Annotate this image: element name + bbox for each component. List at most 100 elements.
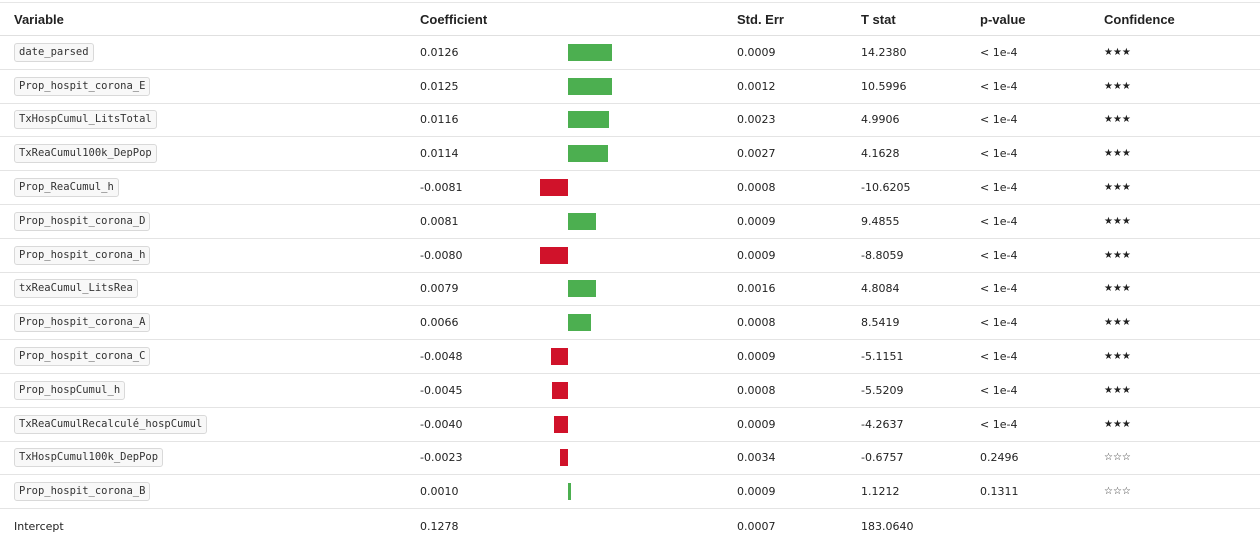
coefficient-value: 0.0116 (420, 113, 459, 127)
coefficient-bar (568, 43, 612, 61)
std-err-value: 0.0012 (737, 79, 776, 93)
coefficient-table: Variable Coefficient Std. Err T stat p-v… (0, 2, 1260, 543)
variable-name: Prop_hospit_corona_A (14, 313, 151, 333)
t-stat-value: 1.1212 (861, 485, 900, 499)
confidence-stars: ★★★ (1104, 182, 1131, 194)
coefficient-bar (539, 179, 568, 197)
intercept-t-stat: 183.0640 (861, 519, 914, 533)
variable-name: TxHospCumul100k_DepPop (14, 448, 164, 468)
t-stat-value: 10.5996 (861, 79, 907, 93)
t-stat-value: -8.8059 (861, 248, 904, 262)
std-err-value: 0.0009 (737, 45, 776, 59)
coefficient-bar (568, 111, 609, 129)
variable-name: Prop_hospit_corona_C (14, 347, 151, 367)
p-value: < 1e-4 (980, 417, 1018, 431)
variable-name: TxReaCumul100k_DepPop (14, 144, 157, 164)
p-value: < 1e-4 (980, 383, 1018, 397)
std-err-value: 0.0008 (737, 316, 776, 330)
t-stat-value: 9.4855 (861, 214, 900, 228)
std-err-value: 0.0023 (737, 113, 776, 127)
coefficient-bar (568, 483, 572, 501)
table-row: TxHospCumul_LitsTotal 0.0116 0.0023 4.9906 <… (0, 104, 1260, 138)
t-stat-value: -0.6757 (861, 451, 904, 465)
table-row: TxReaCumul100k_DepPop 0.0114 0.0027 4.1628 <… (0, 137, 1260, 172)
std-err-value: 0.0016 (737, 282, 776, 296)
header-t-stat[interactable]: T stat (861, 11, 896, 27)
header-coefficient[interactable]: Coefficient (420, 11, 488, 27)
coefficient-bar (568, 280, 596, 298)
coefficient-bar-cell (530, 306, 610, 339)
header-std-err[interactable]: Std. Err (737, 11, 784, 27)
t-stat-value: -4.2637 (861, 417, 904, 431)
t-stat-value: -5.5209 (861, 383, 904, 397)
p-value: < 1e-4 (980, 316, 1018, 330)
coefficient-bar-cell (530, 137, 610, 170)
coefficient-bar-cell (530, 340, 610, 373)
t-stat-value: 8.5419 (861, 316, 900, 330)
t-stat-value: -10.6205 (861, 181, 911, 195)
coefficient-bar (540, 246, 568, 264)
confidence-stars: ★★★ (1104, 384, 1131, 396)
coefficient-value: -0.0023 (420, 451, 463, 465)
confidence-stars: ★★★ (1104, 114, 1131, 126)
p-value: < 1e-4 (980, 248, 1018, 262)
coefficient-value: 0.0079 (420, 282, 459, 296)
coefficient-bar-cell (530, 374, 610, 407)
coefficient-bar (554, 415, 568, 433)
coefficient-value: 0.0126 (420, 45, 459, 59)
table-row: Prop_hospit_corona_A 0.0066 0.0008 8.5419 < … (0, 306, 1260, 341)
header-p-value[interactable]: p-value (980, 11, 1026, 27)
t-stat-value: 4.8084 (861, 282, 900, 296)
confidence-stars: ☆☆☆ (1104, 452, 1131, 464)
t-stat-value: 4.1628 (861, 147, 900, 161)
table-row: Prop_ReaCumul_h -0.0081 0.0008 -10.6205 < 1e… (0, 171, 1260, 205)
variable-name: Prop_hospCumul_h (14, 380, 126, 400)
header-variable[interactable]: Variable (14, 11, 64, 27)
coefficient-bar (568, 212, 597, 230)
confidence-stars: ★★★ (1104, 249, 1131, 261)
table-row: date_parsed 0.0126 0.0009 14.2380 < 1e-4 ★★★ (0, 36, 1260, 70)
variable-name: Prop_hospit_corona_h (14, 245, 151, 265)
coefficient-bar (568, 77, 612, 95)
variable-name: TxHospCumul_LitsTotal (14, 110, 157, 130)
coefficient-value: 0.0066 (420, 316, 459, 330)
p-value: < 1e-4 (980, 350, 1018, 364)
coefficient-value: -0.0080 (420, 248, 463, 262)
coefficient-bar (551, 348, 568, 366)
p-value: < 1e-4 (980, 45, 1018, 59)
std-err-value: 0.0027 (737, 147, 776, 161)
std-err-value: 0.0008 (737, 383, 776, 397)
intercept-row: Intercept 0.1278 0.0007 183.0640 (0, 509, 1260, 543)
variable-name: Prop_hospit_corona_B (14, 482, 151, 502)
table-row: Prop_hospit_corona_h -0.0080 0.0009 -8.8059… (0, 239, 1260, 273)
variable-name: Prop_ReaCumul_h (14, 178, 119, 198)
confidence-stars: ★★★ (1104, 351, 1131, 363)
coefficient-value: 0.0125 (420, 79, 459, 93)
coefficient-bar-cell (530, 70, 612, 103)
table-header-row: Variable Coefficient Std. Err T stat p-v… (0, 2, 1260, 36)
coefficient-value: 0.0114 (420, 147, 459, 161)
table-row: Prop_hospCumul_h -0.0045 0.0008 -5.5209 < 1e… (0, 374, 1260, 408)
coefficient-bar-cell (530, 171, 610, 204)
header-confidence[interactable]: Confidence (1104, 11, 1175, 27)
coefficient-bar (559, 449, 568, 467)
confidence-stars: ★★★ (1104, 418, 1131, 430)
std-err-value: 0.0009 (737, 485, 776, 499)
table-row: Prop_hospit_corona_C -0.0048 0.0009 -5.1151… (0, 340, 1260, 374)
std-err-value: 0.0009 (737, 417, 776, 431)
coefficient-value: 0.0010 (420, 485, 459, 499)
table-row: TxReaCumulRecalculé_hospCumul -0.0040 0.00… (0, 408, 1260, 442)
p-value: 0.1311 (980, 485, 1019, 499)
coefficient-bar-cell (530, 273, 610, 306)
confidence-stars: ★★★ (1104, 317, 1131, 329)
table-body: date_parsed 0.0126 0.0009 14.2380 < 1e-4 ★★★ P… (0, 36, 1260, 510)
variable-name: Prop_hospit_corona_D (14, 211, 151, 231)
t-stat-value: 4.9906 (861, 113, 900, 127)
table-row: Prop_hospit_corona_E 0.0125 0.0012 10.5996 <… (0, 70, 1260, 104)
coefficient-bar-cell (530, 475, 610, 508)
intercept-coefficient: 0.1278 (420, 519, 459, 533)
intercept-label: Intercept (14, 519, 64, 533)
std-err-value: 0.0034 (737, 451, 776, 465)
p-value: < 1e-4 (980, 79, 1018, 93)
std-err-value: 0.0008 (737, 181, 776, 195)
